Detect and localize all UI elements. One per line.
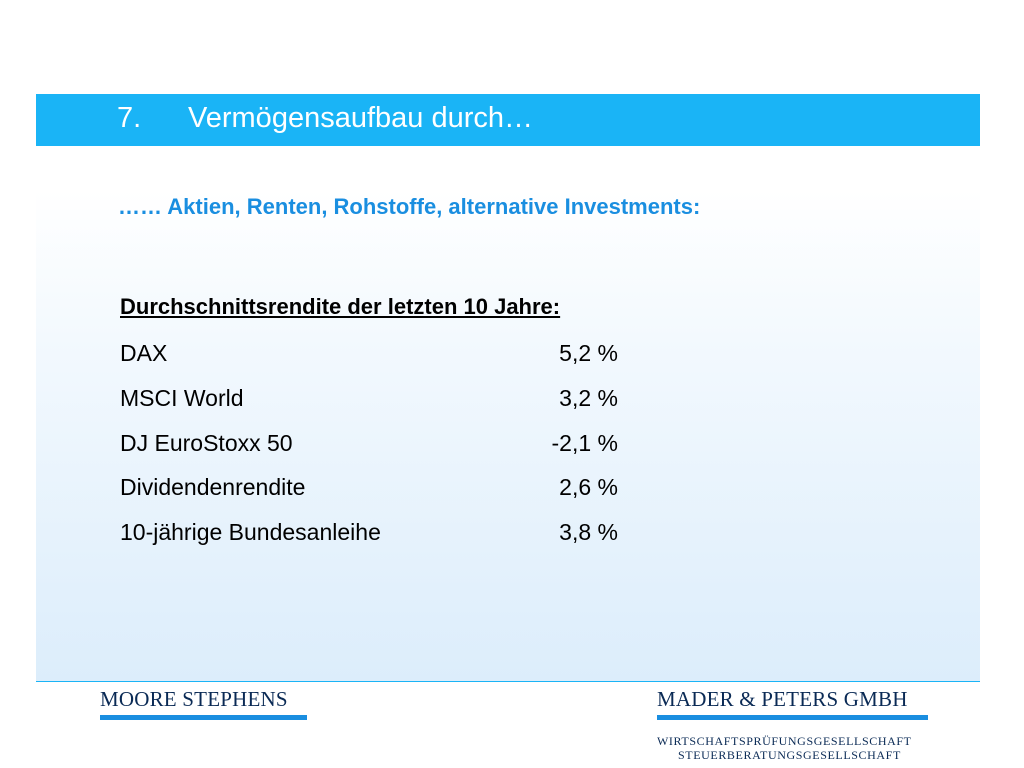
row-label-eurostoxx: DJ EuroStoxx 50 (120, 430, 293, 456)
slide-title: Vermögensaufbau durch… (188, 102, 533, 134)
firm-type-line-2: STEUERBERATUNGSGESELLSCHAFT (678, 748, 901, 762)
moore-stephens-logo-bar (100, 715, 307, 720)
section-heading: Durchschnittsrendite der letzten 10 Jahr… (120, 294, 561, 319)
row-value-msci-world: 3,2 % (559, 385, 618, 411)
moore-stephens-logo: MOORE STEPHENS (100, 687, 288, 711)
title-bar (36, 94, 980, 146)
content-panel (36, 190, 980, 682)
row-value-dax: 5,2 % (559, 340, 618, 366)
footer-divider (36, 681, 980, 682)
row-label-bundesanleihe: 10-jährige Bundesanleihe (120, 519, 381, 545)
row-value-dividendenrendite: 2,6 % (559, 474, 618, 500)
firm-type-line-1: WIRTSCHAFTSPRÜFUNGSGESELLSCHAFT (657, 734, 912, 748)
row-label-dax: DAX (120, 340, 168, 366)
mader-peters-logo-bar (657, 715, 928, 720)
row-label-msci-world: MSCI World (120, 385, 244, 411)
row-value-eurostoxx: -2,1 % (551, 430, 618, 456)
row-value-bundesanleihe: 3,8 % (559, 519, 618, 545)
mader-peters-logo: MADER & PETERS GMBH (657, 687, 908, 711)
row-label-dividendenrendite: Dividendenrendite (120, 474, 306, 500)
slide-subtitle: …… Aktien, Renten, Rohstoffe, alternativ… (118, 194, 701, 219)
slide-number: 7. (117, 102, 142, 134)
